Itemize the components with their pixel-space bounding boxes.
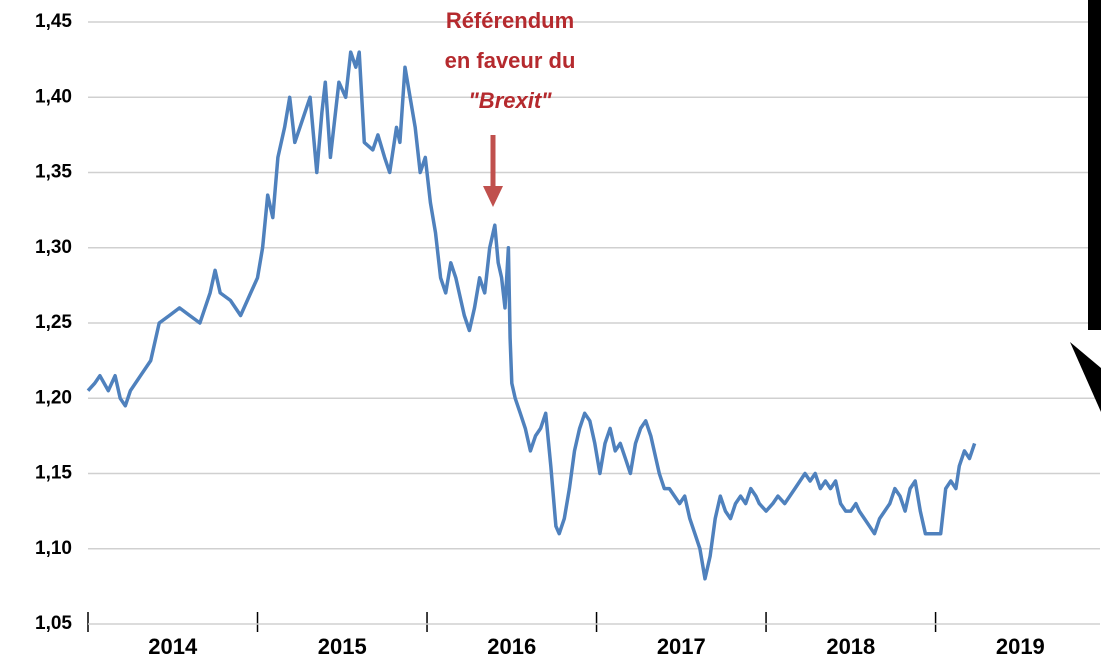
y-tick-label: 1,10 — [35, 538, 72, 559]
x-tick-label: 2016 — [487, 634, 536, 659]
arrow-head — [483, 186, 503, 207]
data-line — [86, 50, 977, 581]
annotation: "Brexit" — [468, 88, 552, 113]
y-tick-label: 1,40 — [35, 86, 72, 107]
y-tick-label: 1,20 — [35, 387, 72, 408]
annotation: en faveur du — [445, 48, 576, 73]
x-tick-label: 2019 — [996, 634, 1045, 659]
x-tick-label: 2018 — [826, 634, 875, 659]
y-tick-label: 1,15 — [35, 463, 72, 484]
x-tick-label: 2014 — [148, 634, 198, 659]
annotation: Référendum — [446, 8, 574, 33]
y-tick-label: 1,05 — [35, 613, 72, 634]
x-tick-label: 2015 — [318, 634, 367, 659]
frame-wedge — [1070, 342, 1101, 412]
y-tick-label: 1,45 — [35, 11, 72, 32]
y-tick-label: 1,35 — [35, 162, 72, 183]
frame-edge — [1088, 0, 1101, 330]
y-tick-label: 1,25 — [35, 312, 72, 333]
x-tick-label: 2017 — [657, 634, 706, 659]
y-tick-label: 1,30 — [35, 237, 72, 258]
